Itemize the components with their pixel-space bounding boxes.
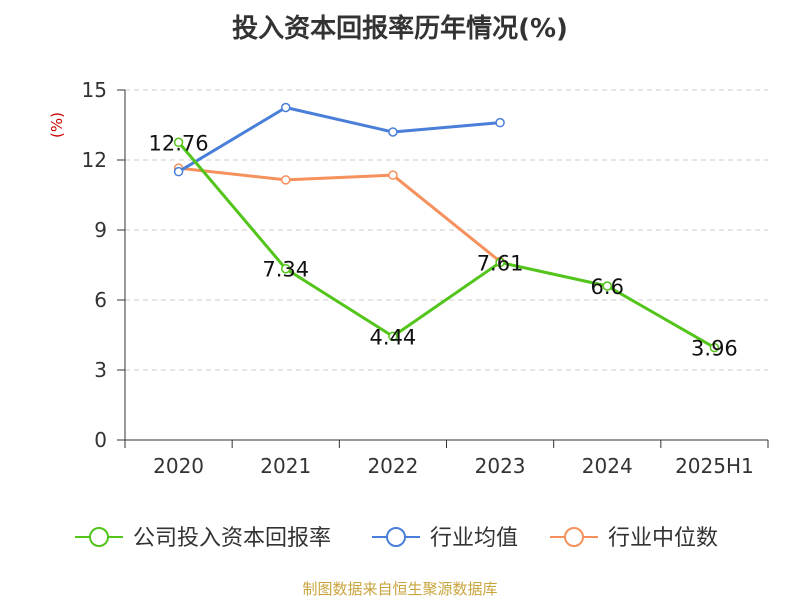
y-tick-label: 15 bbox=[82, 78, 107, 102]
legend-label: 行业均值 bbox=[430, 526, 518, 551]
series-2 bbox=[173, 163, 505, 267]
grid-lines bbox=[125, 89, 768, 371]
series-line bbox=[178, 166, 502, 263]
y-tick-label: 12 bbox=[82, 148, 107, 172]
data-point bbox=[173, 137, 184, 148]
legend-item-1: 行业均值 bbox=[372, 526, 518, 551]
data-point bbox=[281, 263, 291, 274]
legend-marker bbox=[89, 527, 109, 547]
series-1 bbox=[173, 102, 505, 177]
data-point bbox=[281, 175, 291, 185]
y-tick-label: 3 bbox=[94, 358, 107, 382]
series-0 bbox=[173, 137, 720, 353]
data-labels: 12.76 7.34 4.44 7.61 6.6 3.96 bbox=[149, 131, 738, 360]
data-point bbox=[281, 102, 291, 113]
x-tick-label: 2020 bbox=[153, 454, 204, 478]
series-line bbox=[177, 106, 501, 173]
y-tick-label: 0 bbox=[94, 428, 107, 452]
legend-label: 公司投入资本回报率 bbox=[133, 526, 331, 551]
legend-marker bbox=[386, 527, 406, 547]
source-note: 制图数据来自恒生聚源数据库 bbox=[302, 580, 498, 598]
data-point bbox=[709, 342, 720, 353]
x-tick-label: 2022 bbox=[367, 454, 418, 478]
x-tick-label: 2023 bbox=[475, 454, 526, 478]
data-point bbox=[173, 166, 184, 177]
legend-label: 行业中位数 bbox=[608, 526, 718, 551]
data-point bbox=[495, 257, 505, 268]
axes: 0 3 6 9 12 15 2020 2021 2022 2023 2024 2025H1 bbox=[82, 78, 769, 478]
legend-item-2: 行业中位数 bbox=[550, 526, 718, 551]
y-axis-label: (%) bbox=[48, 112, 66, 138]
data-label: 12.76 bbox=[149, 131, 209, 155]
x-tick-label: 2021 bbox=[260, 454, 311, 478]
y-tick-label: 9 bbox=[94, 218, 107, 242]
series-line bbox=[177, 141, 716, 349]
data-point bbox=[495, 117, 505, 128]
legend-marker bbox=[564, 527, 584, 547]
data-point bbox=[388, 331, 398, 342]
data-label: 4.44 bbox=[370, 325, 417, 349]
data-label: 3.96 bbox=[691, 337, 738, 361]
data-label: 7.34 bbox=[262, 258, 309, 282]
x-tick-label: 2025H1 bbox=[675, 454, 754, 478]
data-point bbox=[388, 170, 398, 180]
series bbox=[173, 102, 720, 353]
legend-item-0: 公司投入资本回报率 bbox=[75, 526, 331, 551]
legend: 公司投入资本回报率 行业均值 行业中位数 bbox=[75, 526, 718, 551]
data-point bbox=[602, 281, 612, 291]
chart-title: 投入资本回报率历年情况(%) bbox=[232, 14, 568, 44]
y-tick-label: 6 bbox=[94, 288, 107, 312]
x-tick-label: 2024 bbox=[582, 454, 633, 478]
data-point bbox=[388, 127, 398, 137]
data-label: 6.6 bbox=[591, 275, 624, 299]
data-label: 7.61 bbox=[477, 251, 524, 275]
